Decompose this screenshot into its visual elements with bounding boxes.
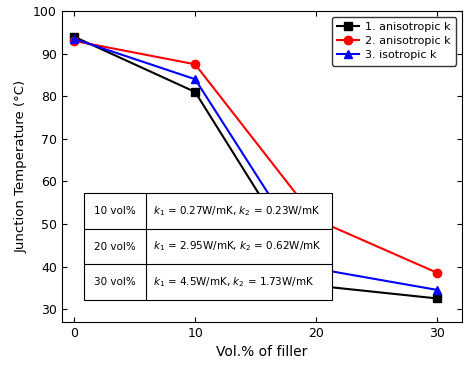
2. anisotropic k (192, 62, 198, 67)
Line: 3. isotropic k: 3. isotropic k (70, 35, 442, 294)
2. anisotropic k (314, 218, 319, 222)
X-axis label: Vol.% of filler: Vol.% of filler (216, 345, 307, 359)
1. anisotropic k (314, 283, 319, 288)
1. anisotropic k (71, 34, 77, 39)
3. isotropic k (71, 37, 77, 41)
Text: 20 vol%: 20 vol% (94, 242, 136, 252)
1. anisotropic k (192, 90, 198, 94)
Text: $k_1$ = 2.95W/mK, $k_2$ = 0.62W/mK: $k_1$ = 2.95W/mK, $k_2$ = 0.62W/mK (153, 240, 322, 253)
Text: $k_1$ = 4.5W/mK, $k_2$ = 1.73W/mK: $k_1$ = 4.5W/mK, $k_2$ = 1.73W/mK (153, 275, 315, 289)
Y-axis label: Junction Temperature (°C): Junction Temperature (°C) (15, 80, 28, 253)
Line: 1. anisotropic k: 1. anisotropic k (70, 33, 442, 303)
3. isotropic k (435, 288, 440, 292)
Legend: 1. anisotropic k, 2. anisotropic k, 3. isotropic k: 1. anisotropic k, 2. anisotropic k, 3. i… (332, 17, 456, 65)
2. anisotropic k (71, 39, 77, 43)
Text: 10 vol%: 10 vol% (94, 206, 136, 216)
2. anisotropic k (435, 271, 440, 275)
Text: 30 vol%: 30 vol% (94, 277, 136, 287)
3. isotropic k (192, 77, 198, 81)
Text: $k_1$ = 0.27W/mK, $k_2$ = 0.23W/mK: $k_1$ = 0.27W/mK, $k_2$ = 0.23W/mK (153, 204, 320, 218)
1. anisotropic k (435, 296, 440, 301)
FancyBboxPatch shape (84, 193, 332, 300)
3. isotropic k (314, 266, 319, 271)
Line: 2. anisotropic k: 2. anisotropic k (70, 37, 442, 277)
